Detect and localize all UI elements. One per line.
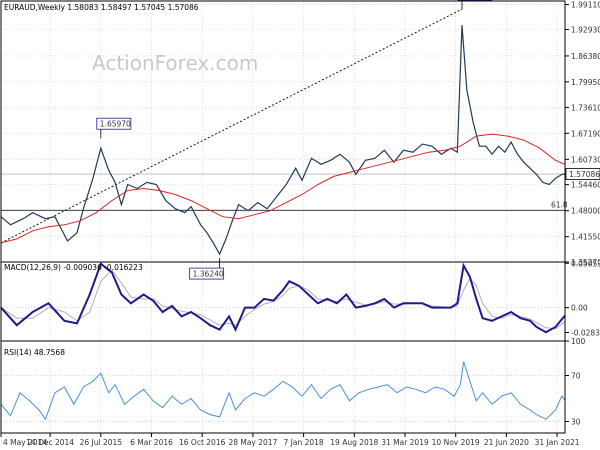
y-tick-label: 1.60730 — [571, 155, 600, 164]
x-tick-label: 21 Jun 2020 — [484, 438, 529, 447]
x-tick-label: 31 Jan 2021 — [535, 438, 580, 447]
y-tick-label: 30 — [571, 418, 581, 427]
y-tick-label: 1.99110 — [571, 1, 600, 10]
y-tick-label: -0.028323 — [571, 329, 600, 338]
y-tick-label: 1.79950 — [571, 78, 600, 87]
y-tick-label: 1.35270 — [571, 258, 600, 267]
x-tick-label: 28 May 2017 — [228, 438, 277, 447]
x-tick-label: 16 Oct 2016 — [179, 438, 226, 447]
y-tick-label: 1.73610 — [571, 103, 600, 112]
price-panel: ActionForex.com 61.8 1.659701.362401.979… — [0, 0, 600, 280]
macd-signal-line — [0, 269, 566, 330]
x-tick-label: 26 Jul 2015 — [80, 438, 123, 447]
annotation-label: 1.65970 — [100, 120, 131, 129]
x-tick-label: 10 Nov 2019 — [432, 438, 480, 447]
last-price-box — [565, 168, 600, 180]
y-tick-label: 100 — [571, 337, 586, 346]
annotation-label: 1.36240 — [193, 270, 224, 279]
y-tick-label: 70 — [571, 372, 581, 381]
macd-panel: 0.05053 0.00 -0.028323 MACD(12,26,9) -0.00… — [0, 259, 600, 342]
rsi-line — [0, 361, 566, 421]
x-tick-label: 19 Aug 2018 — [330, 438, 378, 447]
rsi-panel-title: RSI(14) 48.7568 — [4, 348, 65, 357]
rsi-y-axis: 100 70 30 — [565, 337, 586, 427]
y-tick-label: 0.00 — [571, 304, 588, 313]
price-y-axis: 1.99110 1.92930 1.86380 1.79950 1.73610 1.671… — [565, 1, 600, 267]
annotation-box — [96, 117, 132, 130]
watermark: ActionForex.com — [92, 51, 258, 75]
support-label: 61.8 — [551, 200, 568, 209]
macd-y-axis: 0.05053 0.00 -0.028323 — [565, 259, 600, 338]
moving-average-line — [0, 133, 566, 244]
rsi-panel-frame — [0, 340, 566, 434]
last-price-label: 1.57086 — [569, 170, 600, 179]
y-tick-label: 0.05053 — [571, 259, 600, 268]
x-tick-label: 6 Mar 2016 — [130, 438, 173, 447]
x-tick-label: 14 Dec 2014 — [26, 438, 74, 447]
annotation-box — [189, 267, 225, 280]
price-panel-title: EURAUD,Weekly 1.58083 1.58497 1.57045 1.… — [4, 3, 199, 12]
macd-panel-title: MACD(12,26,9) -0.009036 -0.016223 — [4, 263, 143, 272]
x-tick-label: 4 May 2014 — [3, 438, 47, 447]
macd-line — [0, 262, 566, 334]
y-tick-label: 1.86380 — [571, 52, 600, 61]
y-tick-label: 1.67190 — [571, 129, 600, 138]
y-tick-label: 1.54460 — [571, 181, 600, 190]
price-series-line — [0, 25, 566, 256]
rsi-panel: 100 70 30 RSI(14) 48.7568 — [0, 337, 586, 434]
y-tick-label: 1.92930 — [571, 26, 600, 35]
x-tick-label: 31 Mar 2019 — [381, 438, 429, 447]
y-tick-label: 1.48000 — [571, 207, 600, 216]
x-tick-label: 7 Jan 2018 — [283, 438, 323, 447]
y-tick-label: 1.41550 — [571, 233, 600, 242]
